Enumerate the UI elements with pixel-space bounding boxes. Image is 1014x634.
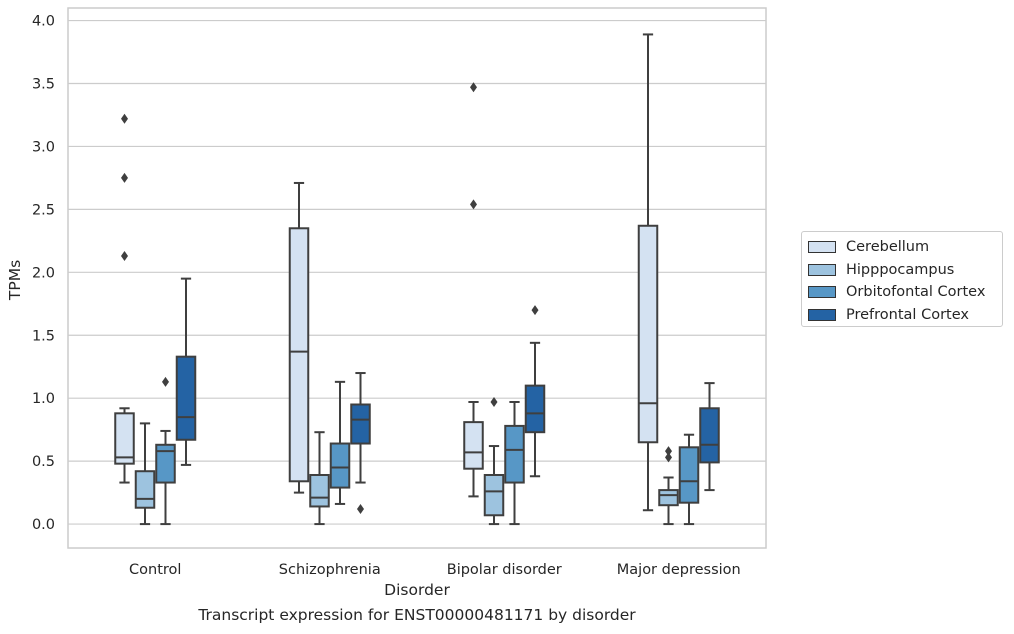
outlier-marker [531,305,539,316]
box-iqr [155,443,176,484]
box-hipppocampus [134,422,156,526]
plot-area-frame [67,7,767,549]
box-iqr [350,403,371,445]
legend-item: Prefrontal Cortex [808,304,1002,327]
x-tick-label: Bipolar disorder [447,562,562,578]
box-hipppocampus [658,446,679,526]
box-prefrontal-cortex [350,372,371,514]
box-groups [114,33,720,526]
outlier-marker [470,199,477,210]
y-tick-label: 1.0 [32,391,55,407]
box-iqr [114,412,135,465]
y-tick-label: 2.5 [32,202,55,218]
box-iqr [637,224,659,444]
legend-item: Orbitofontal Cortex [808,281,1002,304]
box-iqr [483,473,505,517]
box-iqr [678,446,700,504]
legend-swatch [808,263,836,276]
x-tick-label: Control [129,562,181,578]
box-hipppocampus [309,431,330,526]
box-prefrontal-cortex [175,277,197,466]
box-iqr [175,355,197,441]
outlier-marker [121,172,128,183]
box-hipppocampus [483,396,505,526]
box-orbitofontal-cortex [678,433,700,526]
box-orbitofontal-cortex [504,400,525,526]
legend-label: Prefrontal Cortex [846,306,969,323]
box-iqr [504,424,525,484]
y-axis-label: TPMs [6,260,24,301]
box-cerebellum [114,113,135,484]
box-iqr [134,470,156,509]
legend-item: Cerebellum [808,236,1002,259]
legend-swatch [808,286,836,299]
box-iqr [658,489,679,507]
legend-item: Hipppocampus [808,259,1002,282]
y-tick-label: 1.5 [32,328,55,344]
box-iqr [699,407,720,464]
box-iqr [463,421,484,470]
legend-swatch [808,241,836,254]
box-cerebellum [637,33,659,512]
figure-caption: Transcript expression for ENST0000048117… [198,606,636,624]
box-orbitofontal-cortex [155,376,176,526]
box-iqr [309,473,330,508]
box-cerebellum [288,181,310,494]
box-iqr [329,442,351,489]
legend: Cerebellum Hipppocampus Orbitofontal Corte… [801,231,1003,327]
outlier-marker [665,446,672,457]
x-tick-labels: Control Schizophrenia Bipolar disorder Majo… [129,562,741,578]
box-prefrontal-cortex [699,382,720,492]
legend-label: Cerebellum [846,239,930,256]
y-tick-label: 0.0 [32,517,55,533]
outlier-marker [162,376,169,387]
box-prefrontal-cortex [524,305,546,478]
outlier-marker [121,250,128,261]
legend-label: Hipppocampus [846,261,955,278]
legend-swatch [808,308,836,321]
y-tick-label: 4.0 [32,14,55,30]
x-tick-label: Schizophrenia [279,562,381,578]
outlier-marker [470,82,477,93]
legend-label: Orbitofontal Cortex [846,284,986,301]
y-tick-label: 3.0 [32,139,55,155]
y-tick-label: 2.0 [32,265,55,281]
outlier-marker [490,396,498,407]
x-axis-label: Disorder [384,581,450,599]
outlier-marker [121,113,128,124]
outlier-marker [357,503,364,514]
y-tick-label: 0.5 [32,454,55,470]
box-orbitofontal-cortex [329,380,351,505]
y-tick-label: 3.5 [32,77,55,93]
outlier-marker [665,452,672,463]
box-iqr [288,227,310,483]
y-tick-labels: 0.0 0.5 1.0 1.5 2.0 2.5 3.0 3.5 4.0 [32,14,55,533]
box-cerebellum [463,82,484,498]
x-tick-label: Major depression [617,562,741,578]
box-iqr [524,384,546,434]
